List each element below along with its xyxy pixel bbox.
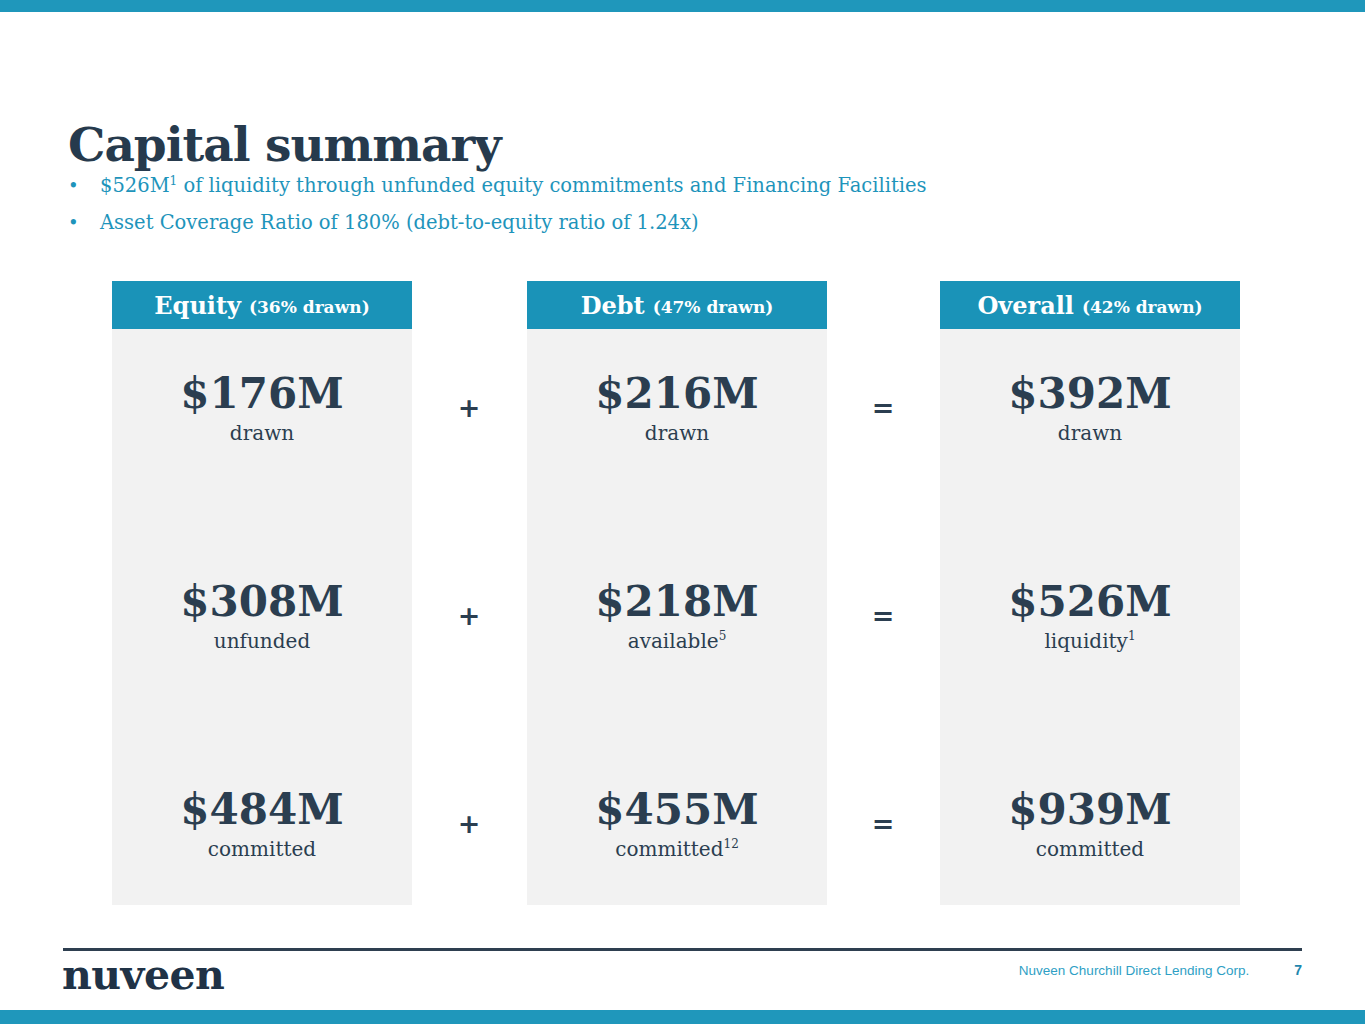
equals-operator-row2: = — [863, 602, 903, 629]
equity-committed-cell: $484M committed — [112, 789, 412, 859]
equity-column-header: Equity (36% drawn) — [112, 281, 412, 329]
debt-column-header: Debt (47% drawn) — [527, 281, 827, 329]
overall-committed-cell: $939M committed — [940, 789, 1240, 859]
equals-operator-row3: = — [863, 810, 903, 837]
debt-available-label: available5 — [628, 631, 727, 651]
page-title: Capital summary — [68, 117, 501, 172]
bullet-liquidity-text: of liquidity through unfunded equity com… — [177, 174, 926, 197]
equity-committed-value: $484M — [180, 789, 343, 831]
debt-drawn-label: drawn — [645, 423, 709, 443]
bottom-accent-bar — [0, 1010, 1365, 1024]
plus-operator-row2: + — [449, 602, 489, 629]
equity-header-label: Equity — [154, 291, 241, 320]
overall-drawn-cell: $392M drawn — [940, 373, 1240, 443]
bullet-coverage-text: Asset Coverage Ratio of 180% (debt-to-eq… — [100, 211, 699, 234]
overall-liquidity-cell: $526M liquidity1 — [940, 581, 1240, 651]
debt-drawn-value: $216M — [595, 373, 758, 415]
debt-committed-value: $455M — [595, 789, 758, 831]
bullet-liquidity-amount: $526M — [100, 174, 170, 197]
overall-header-label: Overall — [977, 291, 1074, 320]
bullet-coverage: Asset Coverage Ratio of 180% (debt-to-eq… — [66, 211, 927, 235]
debt-column: Debt (47% drawn) $216M drawn $218M avail… — [527, 281, 827, 905]
debt-committed-label: committed12 — [615, 839, 739, 859]
overall-header-sub: (42% drawn) — [1082, 297, 1203, 317]
footer-right: Nuveen Churchill Direct Lending Corp. 7 — [63, 962, 1302, 978]
plus-operator-row3: + — [449, 810, 489, 837]
equity-column: Equity (36% drawn) $176M drawn $308M unf… — [112, 281, 412, 905]
overall-drawn-value: $392M — [1008, 373, 1171, 415]
overall-committed-value: $939M — [1008, 789, 1171, 831]
footer-company-name: Nuveen Churchill Direct Lending Corp. — [1019, 963, 1249, 978]
overall-column-body: $392M drawn $526M liquidity1 $939M commi… — [940, 329, 1240, 905]
debt-available-value: $218M — [595, 581, 758, 623]
plus-operator-row1: + — [449, 394, 489, 421]
debt-header-label: Debt — [581, 291, 645, 320]
overall-column: Overall (42% drawn) $392M drawn $526M li… — [940, 281, 1240, 905]
debt-column-body: $216M drawn $218M available5 $455M commi… — [527, 329, 827, 905]
overall-liquidity-value: $526M — [1008, 581, 1171, 623]
equity-committed-label: committed — [208, 839, 316, 859]
debt-committed-cell: $455M committed12 — [527, 789, 827, 859]
debt-drawn-cell: $216M drawn — [527, 373, 827, 443]
equity-drawn-cell: $176M drawn — [112, 373, 412, 443]
bullet-list: $526M1 of liquidity through unfunded equ… — [66, 174, 927, 248]
equity-header-sub: (36% drawn) — [249, 297, 370, 317]
overall-drawn-label: drawn — [1058, 423, 1122, 443]
equity-unfunded-value: $308M — [180, 581, 343, 623]
equity-column-body: $176M drawn $308M unfunded $484M committ… — [112, 329, 412, 905]
overall-column-header: Overall (42% drawn) — [940, 281, 1240, 329]
bullet-liquidity: $526M1 of liquidity through unfunded equ… — [66, 174, 927, 198]
equity-drawn-label: drawn — [230, 423, 294, 443]
debt-header-sub: (47% drawn) — [653, 297, 774, 317]
equity-unfunded-label: unfunded — [214, 631, 310, 651]
overall-liquidity-label: liquidity1 — [1044, 631, 1135, 651]
equity-drawn-value: $176M — [180, 373, 343, 415]
footer-divider — [63, 948, 1302, 951]
equity-unfunded-cell: $308M unfunded — [112, 581, 412, 651]
slide: Capital summary $526M1 of liquidity thro… — [0, 0, 1365, 1024]
debt-available-cell: $218M available5 — [527, 581, 827, 651]
equals-operator-row1: = — [863, 394, 903, 421]
overall-committed-label: committed — [1036, 839, 1144, 859]
footer-page-number: 7 — [1294, 962, 1302, 978]
top-accent-bar — [0, 0, 1365, 12]
